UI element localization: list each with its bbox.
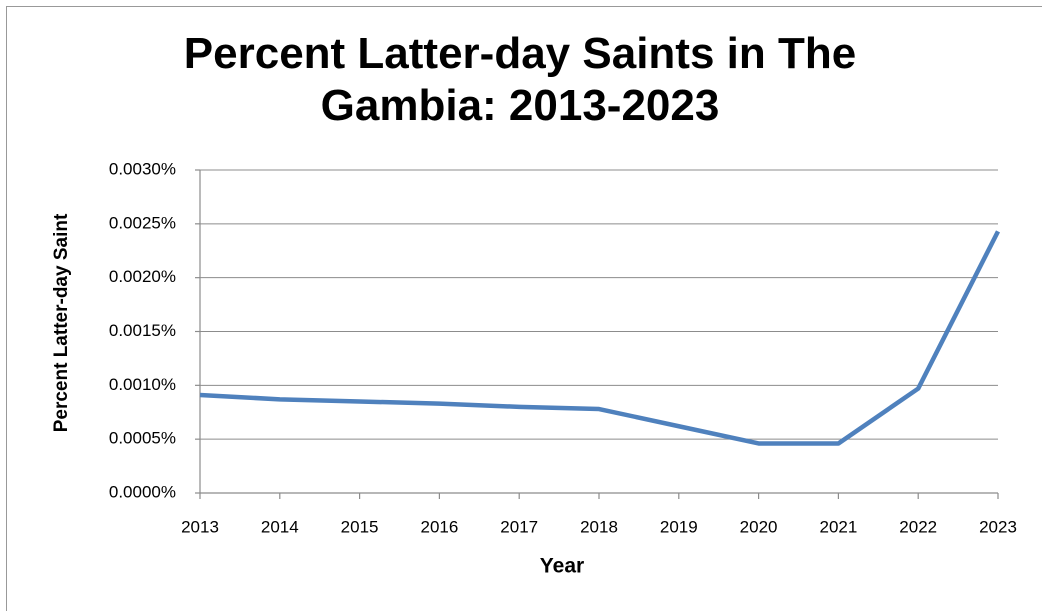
x-tick-label: 2016 bbox=[420, 517, 458, 536]
chart-title: Percent Latter-day Saints in The Gambia:… bbox=[183, 29, 857, 130]
x-tick-label: 2015 bbox=[341, 517, 379, 536]
x-tick-label: 2022 bbox=[899, 517, 937, 536]
y-tick-label: 0.0025% bbox=[109, 213, 176, 232]
x-tick-label: 2021 bbox=[819, 517, 857, 536]
data-line bbox=[199, 230, 1001, 446]
y-tick-label: 0.0005% bbox=[109, 429, 176, 448]
x-tick-label: 2023 bbox=[979, 517, 1017, 536]
y-tick-label: 0.0015% bbox=[109, 321, 176, 340]
chart-border bbox=[6, 6, 1042, 611]
y-tick-label: 0.0000% bbox=[109, 482, 176, 501]
x-axis-label: Year bbox=[540, 555, 584, 578]
x-tick-label: 2020 bbox=[740, 517, 778, 536]
y-tick-label: 0.0030% bbox=[109, 159, 176, 178]
y-axis-label: Percent Latter-day Saint bbox=[51, 213, 72, 432]
x-tick-label: 2019 bbox=[660, 517, 698, 536]
y-tick-label: 0.0010% bbox=[109, 375, 176, 394]
y-tick-label: 0.0020% bbox=[109, 267, 176, 286]
x-tick-label: 2013 bbox=[181, 517, 219, 536]
x-tick-label: 2014 bbox=[261, 517, 299, 536]
x-tick-label: 2018 bbox=[580, 517, 618, 536]
x-tick-label: 2017 bbox=[500, 517, 538, 536]
